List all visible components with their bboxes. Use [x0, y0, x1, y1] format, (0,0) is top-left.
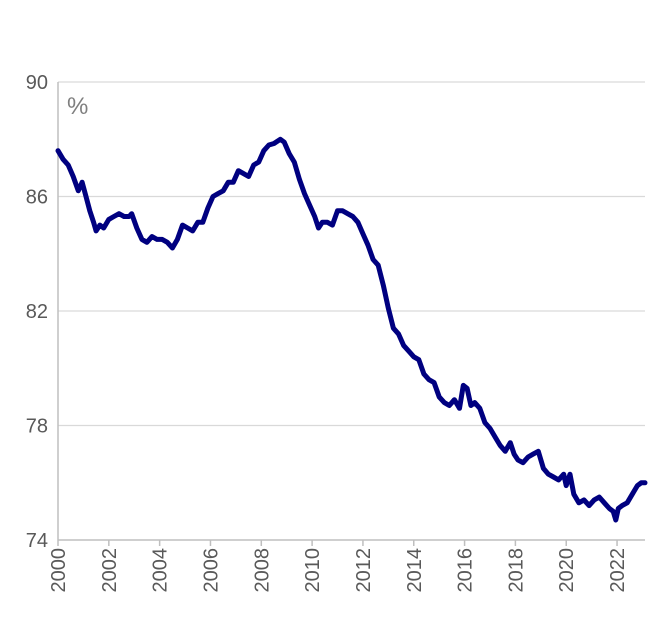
gridlines	[58, 81, 645, 427]
x-tick-label: 2016	[455, 548, 477, 593]
axes	[57, 82, 645, 541]
x-tick-labels: 2000 2002 2004 2006 2008 2010 2012 2014 2016 2018…	[48, 540, 629, 593]
x-tick-label: 2006	[200, 548, 222, 593]
x-tick-label: 2020	[556, 548, 578, 593]
x-tick-label: 2022	[607, 548, 629, 593]
y-tick-label: 74	[26, 530, 48, 552]
x-tick-label: 2012	[353, 548, 375, 593]
y-tick-label: 86	[26, 187, 48, 209]
y-tick-label: 82	[26, 301, 48, 323]
y-tick-labels: 74 78 82 86 90	[26, 72, 48, 552]
x-tick-label: 2004	[150, 548, 172, 593]
y-tick-label: 78	[26, 416, 48, 438]
x-tick-label: 2014	[404, 548, 426, 593]
unit-label: %	[67, 93, 88, 120]
x-tick-label: 2000	[48, 548, 70, 593]
x-tick-label: 2008	[251, 548, 273, 593]
x-tick-label: 2018	[505, 548, 527, 593]
y-tick-label: 90	[26, 72, 48, 94]
x-tick-label: 2002	[99, 548, 121, 593]
series-line	[55, 136, 648, 523]
x-tick-label: 2010	[302, 548, 324, 593]
